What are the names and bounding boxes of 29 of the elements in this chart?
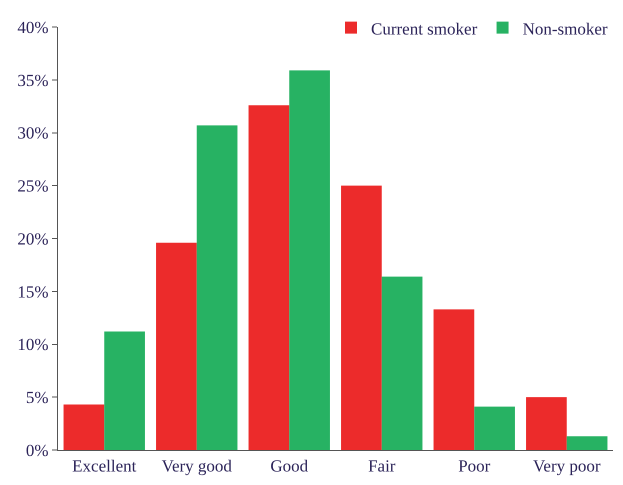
y-tick-label: 20% (17, 229, 49, 248)
bar (474, 406, 515, 450)
x-tick-label: Very poor (532, 456, 601, 476)
legend-label: Current smoker (371, 19, 478, 38)
bar (64, 404, 104, 450)
y-tick-label: 5% (26, 388, 49, 408)
y-tick-label: 40% (17, 18, 49, 37)
bar (382, 276, 422, 450)
x-tick-label: Good (270, 456, 309, 476)
y-tick-label: 0% (26, 440, 49, 460)
y-tick-label: 10% (17, 335, 49, 354)
x-tick-label: Excellent (72, 456, 137, 476)
bar (434, 309, 474, 450)
bar (156, 242, 197, 450)
x-tick-label: Poor (458, 456, 491, 476)
x-tick-label: Very good (162, 456, 232, 476)
legend-label: Non-smoker (522, 19, 608, 38)
y-tick-label: 30% (17, 124, 49, 143)
bar (104, 332, 145, 450)
y-tick-label: 35% (17, 70, 49, 90)
bar (196, 125, 238, 450)
bar (341, 186, 382, 450)
bar (248, 105, 290, 450)
bar (289, 70, 330, 450)
y-tick-label: 25% (17, 176, 49, 196)
bar (526, 397, 567, 450)
bar (566, 436, 608, 450)
y-tick-label: 15% (17, 282, 49, 302)
x-tick-label: Fair (368, 456, 396, 476)
